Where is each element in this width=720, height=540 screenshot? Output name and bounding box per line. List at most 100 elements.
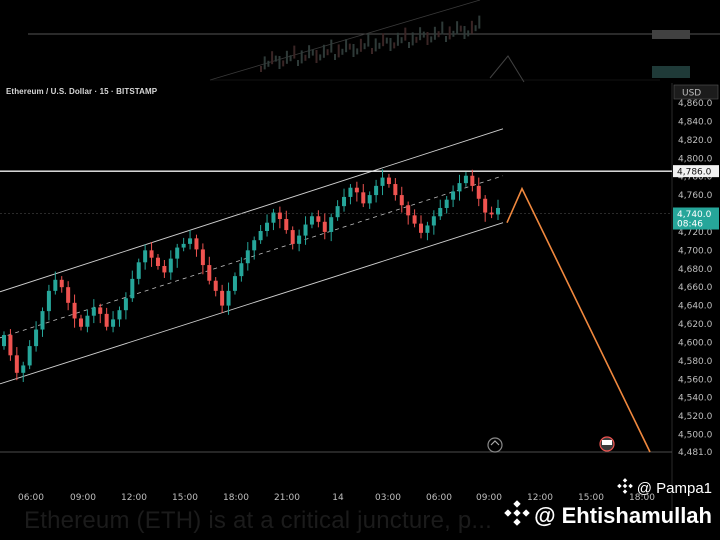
watermark-ehtisham-text: @ Ehtishamullah	[534, 503, 712, 528]
candle-body	[123, 298, 128, 311]
candle-body	[207, 265, 212, 281]
ghost-candle	[326, 49, 329, 56]
ghost-candle	[456, 21, 459, 35]
post-caption: Ethereum (ETH) is at a critical juncture…	[24, 507, 493, 534]
ghost-price-tag	[652, 66, 690, 78]
candle-body	[258, 230, 263, 241]
ghost-candle	[260, 66, 262, 72]
ghost-candle	[308, 45, 311, 59]
candle-body	[168, 258, 173, 273]
ghost-candle	[467, 30, 470, 37]
candle-body	[438, 207, 443, 217]
ghost-candle	[374, 38, 377, 52]
time-tick-label: 12:00	[527, 493, 553, 503]
ghost-candle	[389, 38, 392, 51]
ghost-candle	[400, 37, 403, 44]
ghost-candle	[274, 55, 277, 62]
ghost-candle	[382, 33, 385, 47]
candle-body	[290, 230, 295, 244]
replay-icon-ring	[487, 437, 503, 453]
price-tick-label: 4,600.0	[678, 338, 713, 348]
price-axis-panel	[672, 83, 720, 513]
candle-body	[46, 290, 51, 312]
price-tick-label: 4,720.0	[678, 228, 713, 238]
candle-body	[130, 278, 135, 299]
time-tick-label: 06:00	[18, 493, 44, 503]
ghost-candle	[352, 44, 355, 57]
candle-body	[406, 205, 411, 216]
countdown-tag: 08:46	[677, 220, 703, 230]
ghost-candle	[285, 50, 288, 64]
price-tick-label: 4,500.0	[678, 431, 713, 441]
ghost-candle	[411, 32, 414, 46]
candle-body	[470, 175, 475, 186]
time-tick-label: 15:00	[578, 493, 604, 503]
candle-body	[136, 262, 141, 279]
price-chart[interactable]: USD4,860.04,840.04,820.04,800.04,780.04,…	[0, 83, 720, 513]
candle-body	[175, 247, 180, 259]
candle-body	[220, 290, 225, 306]
ghost-candle	[304, 54, 307, 61]
ghost-candle	[271, 51, 274, 65]
ghost-candle	[282, 60, 285, 67]
ghost-candle	[408, 42, 410, 48]
ghost-candle	[293, 45, 296, 59]
ghost-candle	[437, 31, 440, 38]
ghost-candle	[470, 20, 473, 34]
time-tick-label: 21:00	[274, 493, 300, 503]
channel-lower-line	[0, 222, 504, 385]
ghost-candle	[393, 42, 396, 49]
ghost-candle	[448, 26, 451, 40]
candle-body	[155, 257, 160, 266]
ghost-candle	[426, 32, 429, 45]
candle-body	[380, 177, 385, 186]
channel-upper-line	[0, 128, 504, 293]
ghost-candle	[452, 30, 455, 37]
candle-body	[374, 185, 379, 196]
candle-body	[117, 310, 122, 320]
replay-icon-arrow	[490, 440, 500, 446]
ghost-candle	[419, 27, 422, 41]
candle-body	[444, 199, 449, 208]
ghost-channel-line	[209, 0, 481, 81]
ghost-candle	[267, 60, 270, 67]
ghost-candle	[289, 55, 292, 62]
time-tick-label: 15:00	[172, 493, 198, 503]
candle-body	[316, 216, 321, 222]
candle-body	[143, 250, 148, 263]
ghost-candle	[359, 38, 362, 52]
price-tick-label: 4,820.0	[678, 136, 713, 146]
candle-body	[27, 346, 32, 366]
candle-body	[483, 198, 488, 213]
candle-body	[53, 279, 58, 291]
ghost-candle	[463, 26, 466, 39]
current-price-tag-bg	[673, 207, 719, 230]
price-tick-label: 4,800.0	[678, 154, 713, 164]
candle-body	[34, 329, 39, 347]
candle-body	[98, 307, 103, 314]
candle-body	[59, 279, 64, 288]
ghost-candle	[404, 27, 407, 41]
candle-body	[463, 175, 468, 184]
price-tick-label: 4,540.0	[678, 394, 713, 404]
candle-body	[309, 216, 314, 225]
candle-body	[412, 215, 417, 224]
candle-body	[194, 238, 199, 250]
ghost-candle	[367, 33, 370, 47]
time-tick-label: 03:00	[375, 493, 401, 503]
ghost-candle	[415, 36, 418, 43]
candle-body	[489, 212, 494, 215]
time-tick-label: 18:00	[223, 493, 249, 503]
candle-body	[181, 243, 186, 248]
price-tick-label: 4,760.0	[678, 191, 713, 201]
candle-body	[239, 263, 244, 277]
candle-body	[329, 217, 334, 232]
resistance-tag: 4,786.0	[677, 168, 712, 178]
binance-icon	[504, 500, 530, 532]
watermark-ehtisham: @ Ehtishamullah	[504, 500, 712, 532]
candle-body	[66, 287, 71, 303]
candle-body	[457, 183, 462, 192]
current-price-tag: 4,740.0	[677, 210, 712, 220]
candle-body	[393, 184, 398, 196]
price-tick-label: 4,680.0	[678, 265, 713, 275]
